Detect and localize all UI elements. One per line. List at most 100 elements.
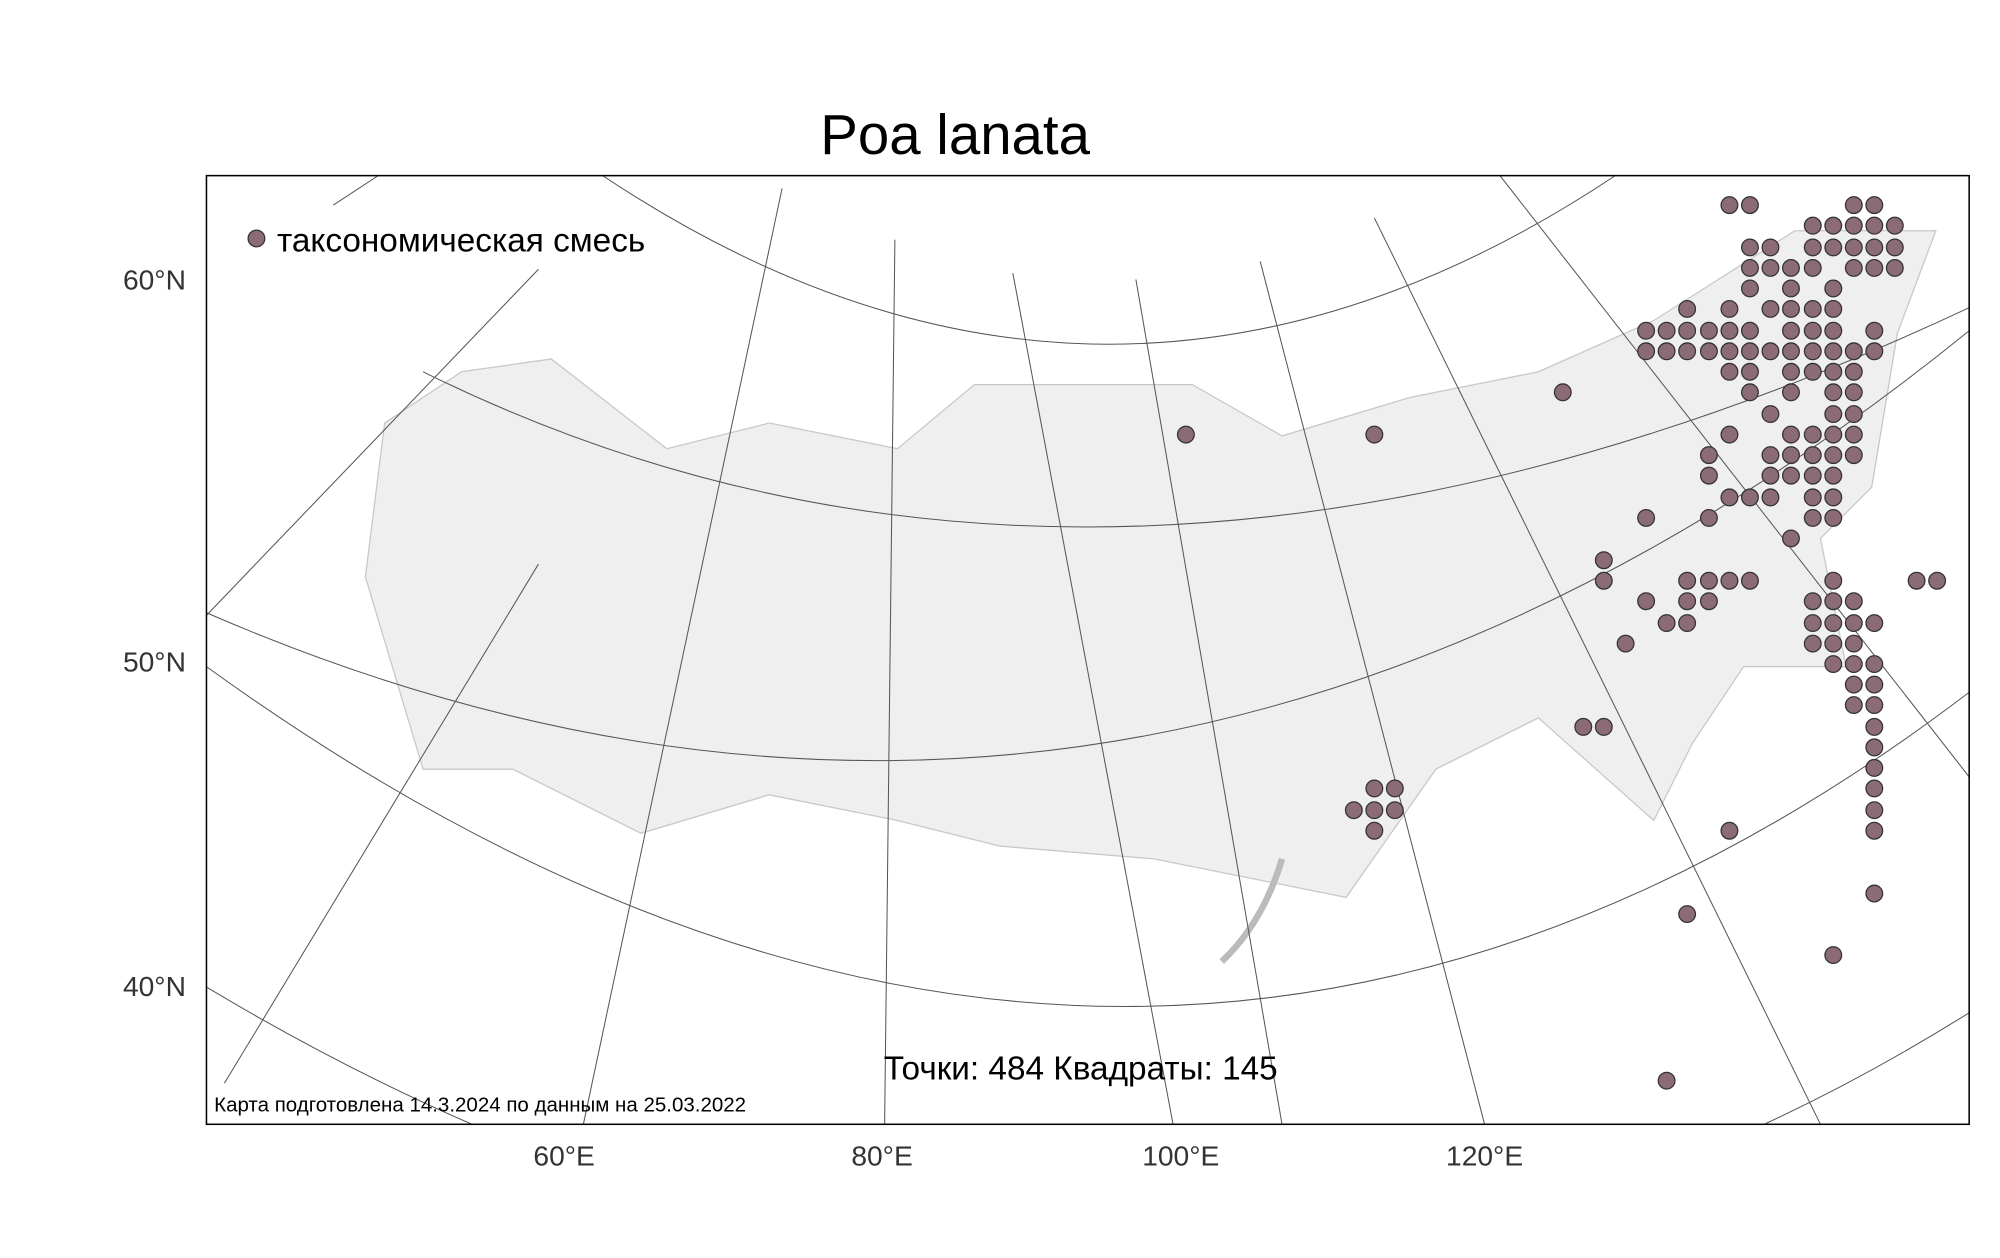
occurrence-point: [1824, 342, 1843, 361]
occurrence-point: [1594, 571, 1613, 590]
occurrence-point: [1824, 216, 1843, 235]
occurrence-point: [1865, 216, 1884, 235]
occurrence-point: [1865, 321, 1884, 340]
occurrence-point: [1720, 196, 1739, 215]
occurrence-point: [1803, 488, 1822, 507]
occurrence-point: [1365, 801, 1384, 820]
occurrence-point: [1824, 614, 1843, 633]
occurrence-point: [1885, 216, 1904, 235]
lon-label: 60°E: [533, 1139, 594, 1171]
occurrence-point: [1761, 466, 1780, 485]
occurrence-point: [1740, 321, 1759, 340]
map-frame: [205, 174, 1970, 1126]
occurrence-point: [1928, 571, 1947, 590]
occurrence-point: [1824, 279, 1843, 298]
occurrence-point: [1865, 655, 1884, 674]
occurrence-point: [1824, 362, 1843, 381]
occurrence-point: [1740, 238, 1759, 257]
occurrence-point: [1844, 258, 1863, 277]
occurrence-point: [1824, 488, 1843, 507]
occurrence-point: [1740, 383, 1759, 402]
occurrence-point: [1699, 571, 1718, 590]
occurrence-point: [1720, 299, 1739, 318]
occurrence-point: [1824, 571, 1843, 590]
occurrence-point: [1637, 321, 1656, 340]
lake-baikal: [1219, 858, 1286, 964]
occurrence-point: [1782, 279, 1800, 298]
occurrence-point: [1761, 446, 1780, 465]
occurrence-point: [1720, 821, 1739, 840]
occurrence-point: [1720, 571, 1739, 590]
occurrence-point: [1657, 1071, 1676, 1090]
occurrence-point: [1824, 238, 1843, 257]
occurrence-point: [1824, 466, 1843, 485]
occurrence-point: [1803, 258, 1822, 277]
occurrence-point: [1803, 299, 1822, 318]
occurrence-point: [1657, 321, 1676, 340]
occurrence-point: [1678, 592, 1697, 611]
occurrence-point: [1657, 614, 1676, 633]
occurrence-point: [1616, 634, 1635, 653]
lon-label: 80°E: [851, 1139, 912, 1171]
occurrence-point: [1865, 738, 1884, 757]
occurrence-point: [1385, 801, 1404, 820]
occurrence-point: [1844, 383, 1863, 402]
occurrence-point: [1824, 321, 1843, 340]
occurrence-point: [1803, 508, 1822, 527]
occurrence-point: [1865, 614, 1884, 633]
occurrence-point: [1740, 196, 1759, 215]
occurrence-point: [1865, 342, 1884, 361]
occurrence-point: [1782, 321, 1800, 340]
occurrence-point: [1761, 238, 1780, 257]
occurrence-point: [1344, 801, 1363, 820]
occurrence-point: [1844, 425, 1863, 444]
occurrence-point: [1637, 592, 1656, 611]
occurrence-point: [1824, 383, 1843, 402]
occurrence-point: [1657, 342, 1676, 361]
stats-label: Точки: 484 Квадраты: 145: [884, 1050, 1278, 1087]
occurrence-point: [1865, 821, 1884, 840]
occurrence-point: [1574, 717, 1593, 736]
occurrence-point: [1844, 655, 1863, 674]
occurrence-point: [1824, 655, 1843, 674]
occurrence-point: [1803, 614, 1822, 633]
occurrence-point: [1553, 383, 1572, 402]
occurrence-point: [1803, 425, 1822, 444]
occurrence-point: [1782, 362, 1800, 381]
lat-label: 60°N: [123, 264, 186, 296]
occurrence-point: [1824, 446, 1843, 465]
occurrence-point: [1782, 342, 1800, 361]
occurrence-point: [1761, 405, 1780, 424]
occurrence-point: [1803, 592, 1822, 611]
occurrence-points: [1176, 196, 1947, 1090]
occurrence-point: [1824, 405, 1843, 424]
occurrence-point: [1740, 279, 1759, 298]
occurrence-point: [1699, 342, 1718, 361]
occurrence-point: [1385, 779, 1404, 798]
land: [364, 230, 1937, 899]
occurrence-point: [1844, 405, 1863, 424]
occurrence-point: [1782, 529, 1800, 548]
occurrence-point: [1844, 216, 1863, 235]
occurrence-point: [1594, 717, 1613, 736]
occurrence-point: [1761, 488, 1780, 507]
occurrence-point: [1637, 508, 1656, 527]
occurrence-point: [1761, 258, 1780, 277]
occurrence-point: [1803, 321, 1822, 340]
occurrence-point: [1844, 196, 1863, 215]
occurrence-point: [1678, 614, 1697, 633]
occurrence-point: [1865, 675, 1884, 694]
occurrence-point: [1824, 508, 1843, 527]
occurrence-point: [1740, 342, 1759, 361]
occurrence-point: [1865, 258, 1884, 277]
occurrence-point: [1678, 342, 1697, 361]
occurrence-point: [1865, 884, 1884, 903]
occurrence-point: [1844, 675, 1863, 694]
occurrence-point: [1740, 488, 1759, 507]
legend-label: таксономическая смесь: [277, 222, 645, 259]
occurrence-point: [1782, 299, 1800, 318]
occurrence-point: [1844, 592, 1863, 611]
occurrence-point: [1699, 321, 1718, 340]
